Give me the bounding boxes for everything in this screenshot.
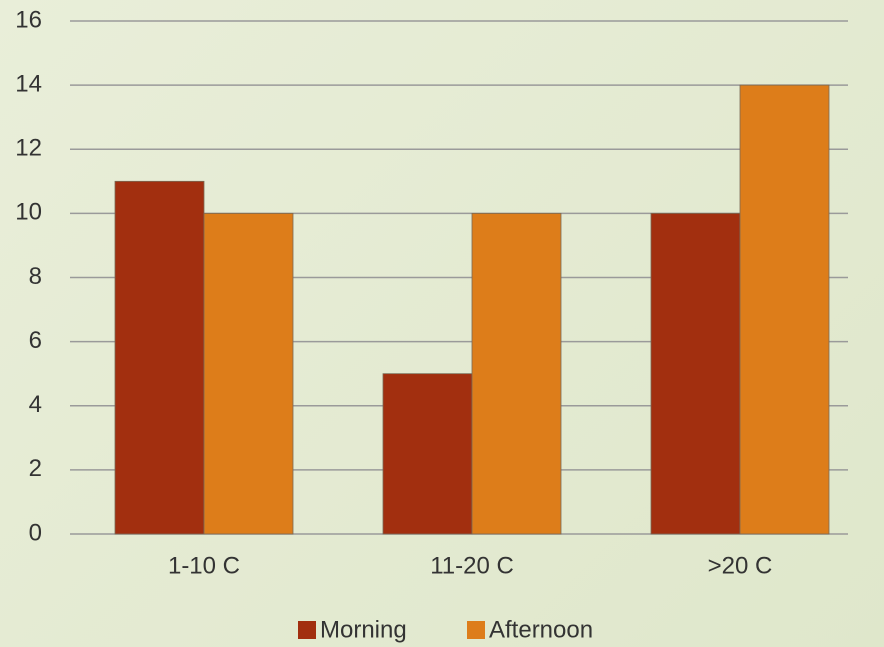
- bar: [650, 212, 741, 535]
- y-tick-label: 4: [29, 391, 42, 418]
- y-tick-label: 12: [15, 135, 42, 162]
- y-tick-label: 10: [15, 199, 42, 226]
- bar: [382, 373, 473, 535]
- legend-label: Afternoon: [489, 616, 593, 643]
- y-tick-label: 6: [29, 327, 42, 354]
- legend-swatch: [298, 621, 316, 639]
- bar: [471, 212, 562, 535]
- bar: [739, 84, 830, 535]
- x-tick-label: >20 C: [708, 552, 773, 579]
- y-tick-label: 16: [15, 6, 42, 33]
- y-tick-label: 14: [15, 70, 42, 97]
- y-tick-label: 2: [29, 455, 42, 482]
- y-tick-label: 8: [29, 263, 42, 290]
- x-tick-label: 11-20 C: [430, 552, 514, 579]
- legend-label: Morning: [320, 616, 407, 643]
- y-tick-label: 0: [29, 519, 42, 546]
- bar: [203, 212, 294, 535]
- legend-swatch: [467, 621, 485, 639]
- bar: [114, 180, 205, 535]
- x-tick-label: 1-10 C: [168, 552, 240, 579]
